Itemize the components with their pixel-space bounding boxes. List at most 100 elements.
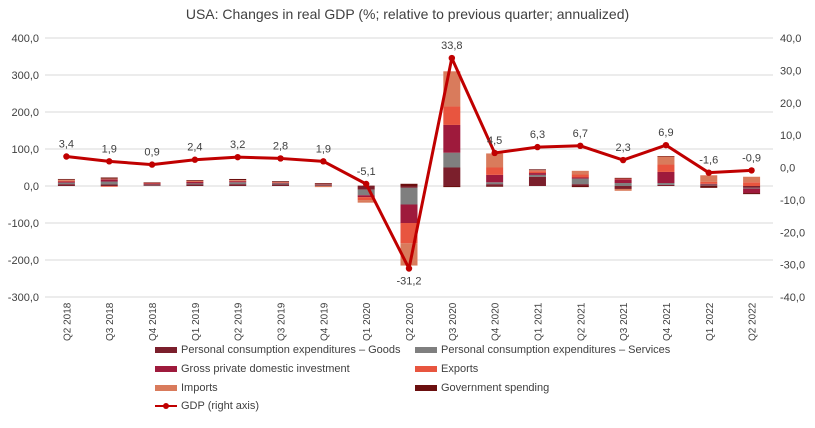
gdp-data-label: 6,9 bbox=[658, 127, 673, 139]
bar-segment bbox=[357, 195, 375, 198]
x-tick-label: Q4 2019 bbox=[319, 302, 330, 341]
bar-segment bbox=[272, 182, 290, 183]
bar-segment bbox=[143, 183, 161, 185]
y-left-tick-label: -100,0 bbox=[8, 218, 39, 230]
x-tick-label: Q2 2022 bbox=[748, 302, 759, 341]
x-tick-label: Q3 2021 bbox=[619, 302, 630, 341]
y-left-tick-label: 200,0 bbox=[11, 107, 39, 119]
bar-segment bbox=[100, 178, 118, 180]
bar-segment bbox=[614, 188, 632, 191]
bar-segment bbox=[57, 180, 75, 182]
bar-segment bbox=[100, 181, 118, 185]
bar-segment bbox=[186, 184, 204, 186]
bar-segment bbox=[486, 184, 504, 186]
y-right-tick-label: -30,0 bbox=[780, 260, 805, 272]
bar-segment bbox=[700, 185, 718, 186]
bar-segment bbox=[272, 183, 290, 185]
gdp-data-label: 3,2 bbox=[230, 139, 245, 151]
bar-segment bbox=[400, 186, 418, 188]
bar-segment bbox=[186, 183, 204, 185]
bar-segment bbox=[400, 223, 418, 244]
bar-segment bbox=[486, 182, 504, 185]
bar-segment bbox=[571, 184, 589, 186]
bar-segment bbox=[614, 183, 632, 186]
bar-segment bbox=[400, 187, 418, 205]
bar-segment bbox=[272, 181, 290, 183]
gdp-point bbox=[748, 167, 755, 174]
y-right-tick-label: -20,0 bbox=[780, 227, 805, 239]
x-tick-label: Q2 2020 bbox=[405, 302, 416, 341]
bar-segment bbox=[571, 186, 589, 188]
bar-segment bbox=[314, 184, 332, 185]
bar-segment bbox=[528, 176, 546, 186]
gdp-point bbox=[234, 153, 241, 161]
bar-segment bbox=[443, 124, 461, 153]
bar-segment bbox=[272, 181, 290, 182]
bar-segment bbox=[186, 181, 204, 183]
gdp-point bbox=[63, 153, 70, 160]
bar-segment bbox=[743, 186, 761, 188]
bar-segment bbox=[528, 171, 546, 174]
bar-segment bbox=[357, 189, 375, 196]
x-tick-label: Q1 2021 bbox=[533, 302, 544, 341]
x-tick-label: Q2 2021 bbox=[576, 302, 587, 341]
x-tick-label: Q1 2022 bbox=[705, 302, 716, 341]
x-tick-label: Q3 2019 bbox=[277, 302, 288, 341]
y-right-tick-label: -40,0 bbox=[780, 292, 805, 304]
bar-segment bbox=[57, 179, 75, 181]
gdp-data-label: 1,9 bbox=[102, 143, 117, 155]
bar-segment bbox=[700, 183, 718, 185]
bar-segment bbox=[657, 184, 675, 186]
bar-segment bbox=[743, 193, 761, 195]
x-tick-label: Q4 2020 bbox=[491, 302, 502, 341]
y-left-tick-label: 100,0 bbox=[11, 144, 39, 156]
gdp-data-label: 6,3 bbox=[530, 129, 545, 141]
bar-segment bbox=[314, 184, 332, 186]
y-right-tick-label: 20,0 bbox=[780, 98, 801, 110]
bar-segment bbox=[229, 181, 247, 183]
bar-segment bbox=[571, 170, 589, 175]
bar-segment bbox=[229, 178, 247, 181]
gdp-point bbox=[705, 169, 712, 176]
y-right-tick-label: 30,0 bbox=[780, 65, 801, 77]
bar-segment bbox=[314, 185, 332, 186]
bar-segment bbox=[186, 180, 204, 182]
bar-segment bbox=[357, 197, 375, 201]
gdp-point bbox=[405, 265, 413, 272]
bar-segment bbox=[229, 180, 247, 182]
bar-segment bbox=[486, 174, 504, 183]
bar-segment bbox=[400, 183, 418, 186]
gdp-point bbox=[577, 142, 584, 150]
bar-segment bbox=[657, 156, 675, 165]
x-tick-label: Q2 2019 bbox=[234, 302, 245, 341]
bar-segment bbox=[57, 178, 75, 180]
x-tick-label: Q4 2021 bbox=[662, 302, 673, 341]
bar-segment bbox=[400, 204, 418, 223]
bar-segment bbox=[143, 185, 161, 186]
bar-segment bbox=[443, 167, 461, 186]
gdp-point bbox=[320, 158, 327, 165]
bar-segment bbox=[443, 152, 461, 168]
x-tick-label: Q3 2018 bbox=[105, 302, 116, 341]
gdp-data-label: -31,2 bbox=[396, 276, 421, 288]
gdp-point bbox=[277, 155, 284, 162]
gdp-point bbox=[491, 149, 498, 157]
bar-segment bbox=[657, 156, 675, 157]
gdp-data-label: 2,8 bbox=[273, 140, 288, 152]
gdp-point bbox=[106, 158, 113, 165]
bar-segment bbox=[143, 182, 161, 184]
gdp-data-label: -0,9 bbox=[742, 152, 761, 164]
y-left-tick-label: 400,0 bbox=[11, 33, 39, 45]
bar-segment bbox=[614, 178, 632, 180]
gdp-point bbox=[619, 156, 627, 164]
gdp-data-label: 2,4 bbox=[187, 142, 202, 154]
x-tick-label: Q2 2018 bbox=[62, 302, 73, 341]
bar-segment bbox=[743, 188, 761, 194]
y-right-tick-label: 10,0 bbox=[780, 130, 801, 142]
bar-segment bbox=[229, 180, 247, 181]
bar-segment bbox=[57, 184, 75, 186]
bar-segment bbox=[272, 182, 290, 184]
y-left-tick-label: -300,0 bbox=[8, 292, 39, 304]
bar-segment bbox=[571, 178, 589, 185]
